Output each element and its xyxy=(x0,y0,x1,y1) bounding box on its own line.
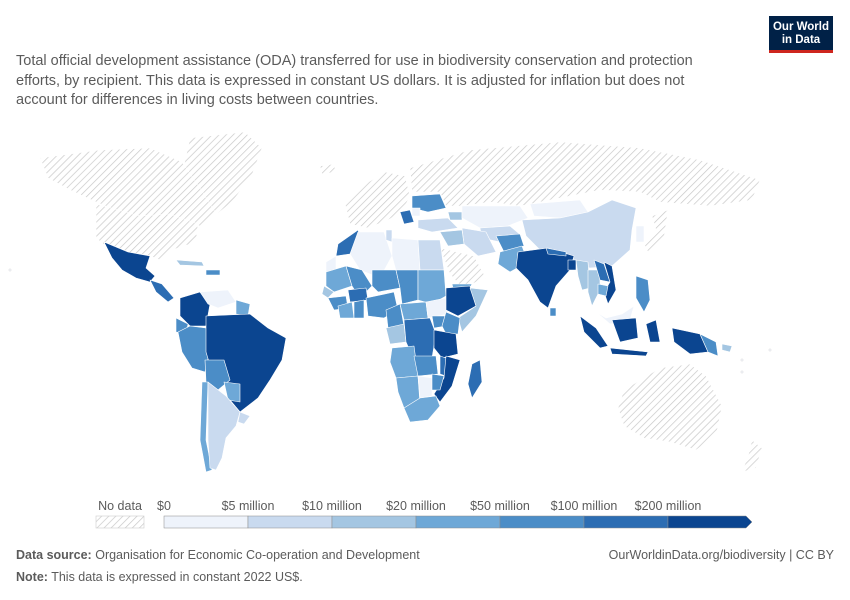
legend-tick-4: $50 million xyxy=(470,499,530,513)
data-source-text: Organisation for Economic Co-operation a… xyxy=(95,548,420,562)
region-indonesia-java[interactable] xyxy=(609,347,649,357)
region-caucasus[interactable] xyxy=(447,211,463,221)
region-nepal[interactable] xyxy=(545,247,567,257)
region-australia[interactable] xyxy=(617,363,723,451)
logo-line-2: in Data xyxy=(781,34,821,46)
legend-no-data-label: No data xyxy=(98,499,142,513)
note: Note: This data is expressed in constant… xyxy=(16,570,303,584)
region-niger[interactable] xyxy=(371,269,401,293)
region-korea[interactable] xyxy=(635,225,645,243)
legend-swatch-4 xyxy=(499,515,585,529)
region-uruguay[interactable] xyxy=(237,411,251,425)
region-cambodia[interactable] xyxy=(597,283,609,297)
region-guianas[interactable] xyxy=(235,299,251,317)
region-turkey[interactable] xyxy=(417,217,459,233)
region-madagascar[interactable] xyxy=(467,359,483,399)
region-burkina-faso[interactable] xyxy=(347,287,369,303)
region-botswana[interactable] xyxy=(417,375,433,399)
note-label: Note: xyxy=(16,570,48,584)
region-haiti[interactable] xyxy=(205,269,221,276)
legend-tick-5: $100 million xyxy=(551,499,618,513)
region-kazakhstan[interactable] xyxy=(461,205,529,229)
legend-swatch-0 xyxy=(163,515,249,529)
region-png[interactable] xyxy=(699,333,719,357)
island-dot xyxy=(740,370,744,374)
region-ethiopia[interactable] xyxy=(445,285,477,317)
region-mozambique[interactable] xyxy=(433,355,461,403)
island-dot xyxy=(768,348,772,352)
region-iceland[interactable] xyxy=(319,163,337,175)
legend-swatch-2 xyxy=(331,515,417,529)
region-cuba[interactable] xyxy=(175,259,205,267)
region-myanmar[interactable] xyxy=(575,259,591,291)
region-balkans[interactable] xyxy=(399,209,415,225)
region-new-zealand[interactable] xyxy=(741,439,763,473)
region-south-africa[interactable] xyxy=(403,395,441,423)
region-iraq-syria[interactable] xyxy=(439,229,465,247)
data-source: Data source: Organisation for Economic C… xyxy=(16,548,420,562)
region-egypt[interactable] xyxy=(417,239,445,271)
region-mauritania[interactable] xyxy=(325,265,353,293)
region-somalia[interactable] xyxy=(457,287,489,333)
region-venezuela[interactable] xyxy=(199,289,237,309)
region-indonesia-sumatra[interactable] xyxy=(579,315,609,349)
region-zimbabwe[interactable] xyxy=(431,373,445,391)
island-dot xyxy=(740,358,744,362)
legend-swatch-1 xyxy=(247,515,333,529)
region-indonesia-borneo[interactable] xyxy=(611,317,639,343)
region-saudi-arabia[interactable] xyxy=(439,247,487,289)
chart-subtitle: Total official development assistance (O… xyxy=(16,53,693,108)
region-tunisia[interactable] xyxy=(385,229,393,243)
legend-tick-0: $0 xyxy=(157,499,171,513)
legend-swatch-3 xyxy=(415,515,501,529)
source-url-link[interactable]: OurWorldinData.org/biodiversity | CC BY xyxy=(608,548,834,562)
world-map xyxy=(8,131,772,473)
region-japan[interactable] xyxy=(643,209,669,253)
region-angola[interactable] xyxy=(389,345,419,379)
region-india[interactable] xyxy=(515,247,575,309)
region-vietnam[interactable] xyxy=(603,261,617,305)
legend-swatch-5 xyxy=(583,515,669,529)
data-source-label: Data source: xyxy=(16,548,92,562)
region-philippines[interactable] xyxy=(635,275,651,313)
region-bangladesh[interactable] xyxy=(567,259,577,271)
note-text: This data is expressed in constant 2022 … xyxy=(51,570,303,584)
region-bolivia[interactable] xyxy=(204,359,231,391)
region-ukraine[interactable] xyxy=(411,193,447,213)
region-papua[interactable] xyxy=(671,327,709,355)
legend-swatch-6 xyxy=(667,515,753,529)
region-moldova[interactable] xyxy=(411,207,421,217)
owid-logo[interactable]: Our World in Data xyxy=(769,16,833,53)
region-paraguay[interactable] xyxy=(223,381,241,403)
region-europe[interactable] xyxy=(344,171,411,229)
legend: No data $0 $5 million $10 million $20 mi… xyxy=(95,499,753,529)
legend-tick-6: $200 million xyxy=(635,499,702,513)
region-solomon[interactable] xyxy=(721,343,733,353)
region-argentina[interactable] xyxy=(207,381,241,471)
region-sri-lanka[interactable] xyxy=(549,307,557,317)
region-indonesia-sulawesi[interactable] xyxy=(645,319,661,343)
logo-line-1: Our World xyxy=(772,21,829,33)
region-mexico[interactable] xyxy=(103,241,156,283)
legend-tick-3: $20 million xyxy=(386,499,446,513)
legend-no-data-swatch xyxy=(95,515,145,529)
region-chad[interactable] xyxy=(395,269,419,305)
legend-tick-1: $5 million xyxy=(222,499,275,513)
legend-tick-2: $10 million xyxy=(302,499,362,513)
region-car[interactable] xyxy=(399,301,429,321)
region-tanzania[interactable] xyxy=(433,329,459,359)
region-ghana[interactable] xyxy=(353,299,365,319)
region-russia[interactable] xyxy=(409,141,761,207)
region-zambia[interactable] xyxy=(413,355,439,377)
region-central-america[interactable] xyxy=(149,279,175,303)
island-dot xyxy=(8,268,12,272)
